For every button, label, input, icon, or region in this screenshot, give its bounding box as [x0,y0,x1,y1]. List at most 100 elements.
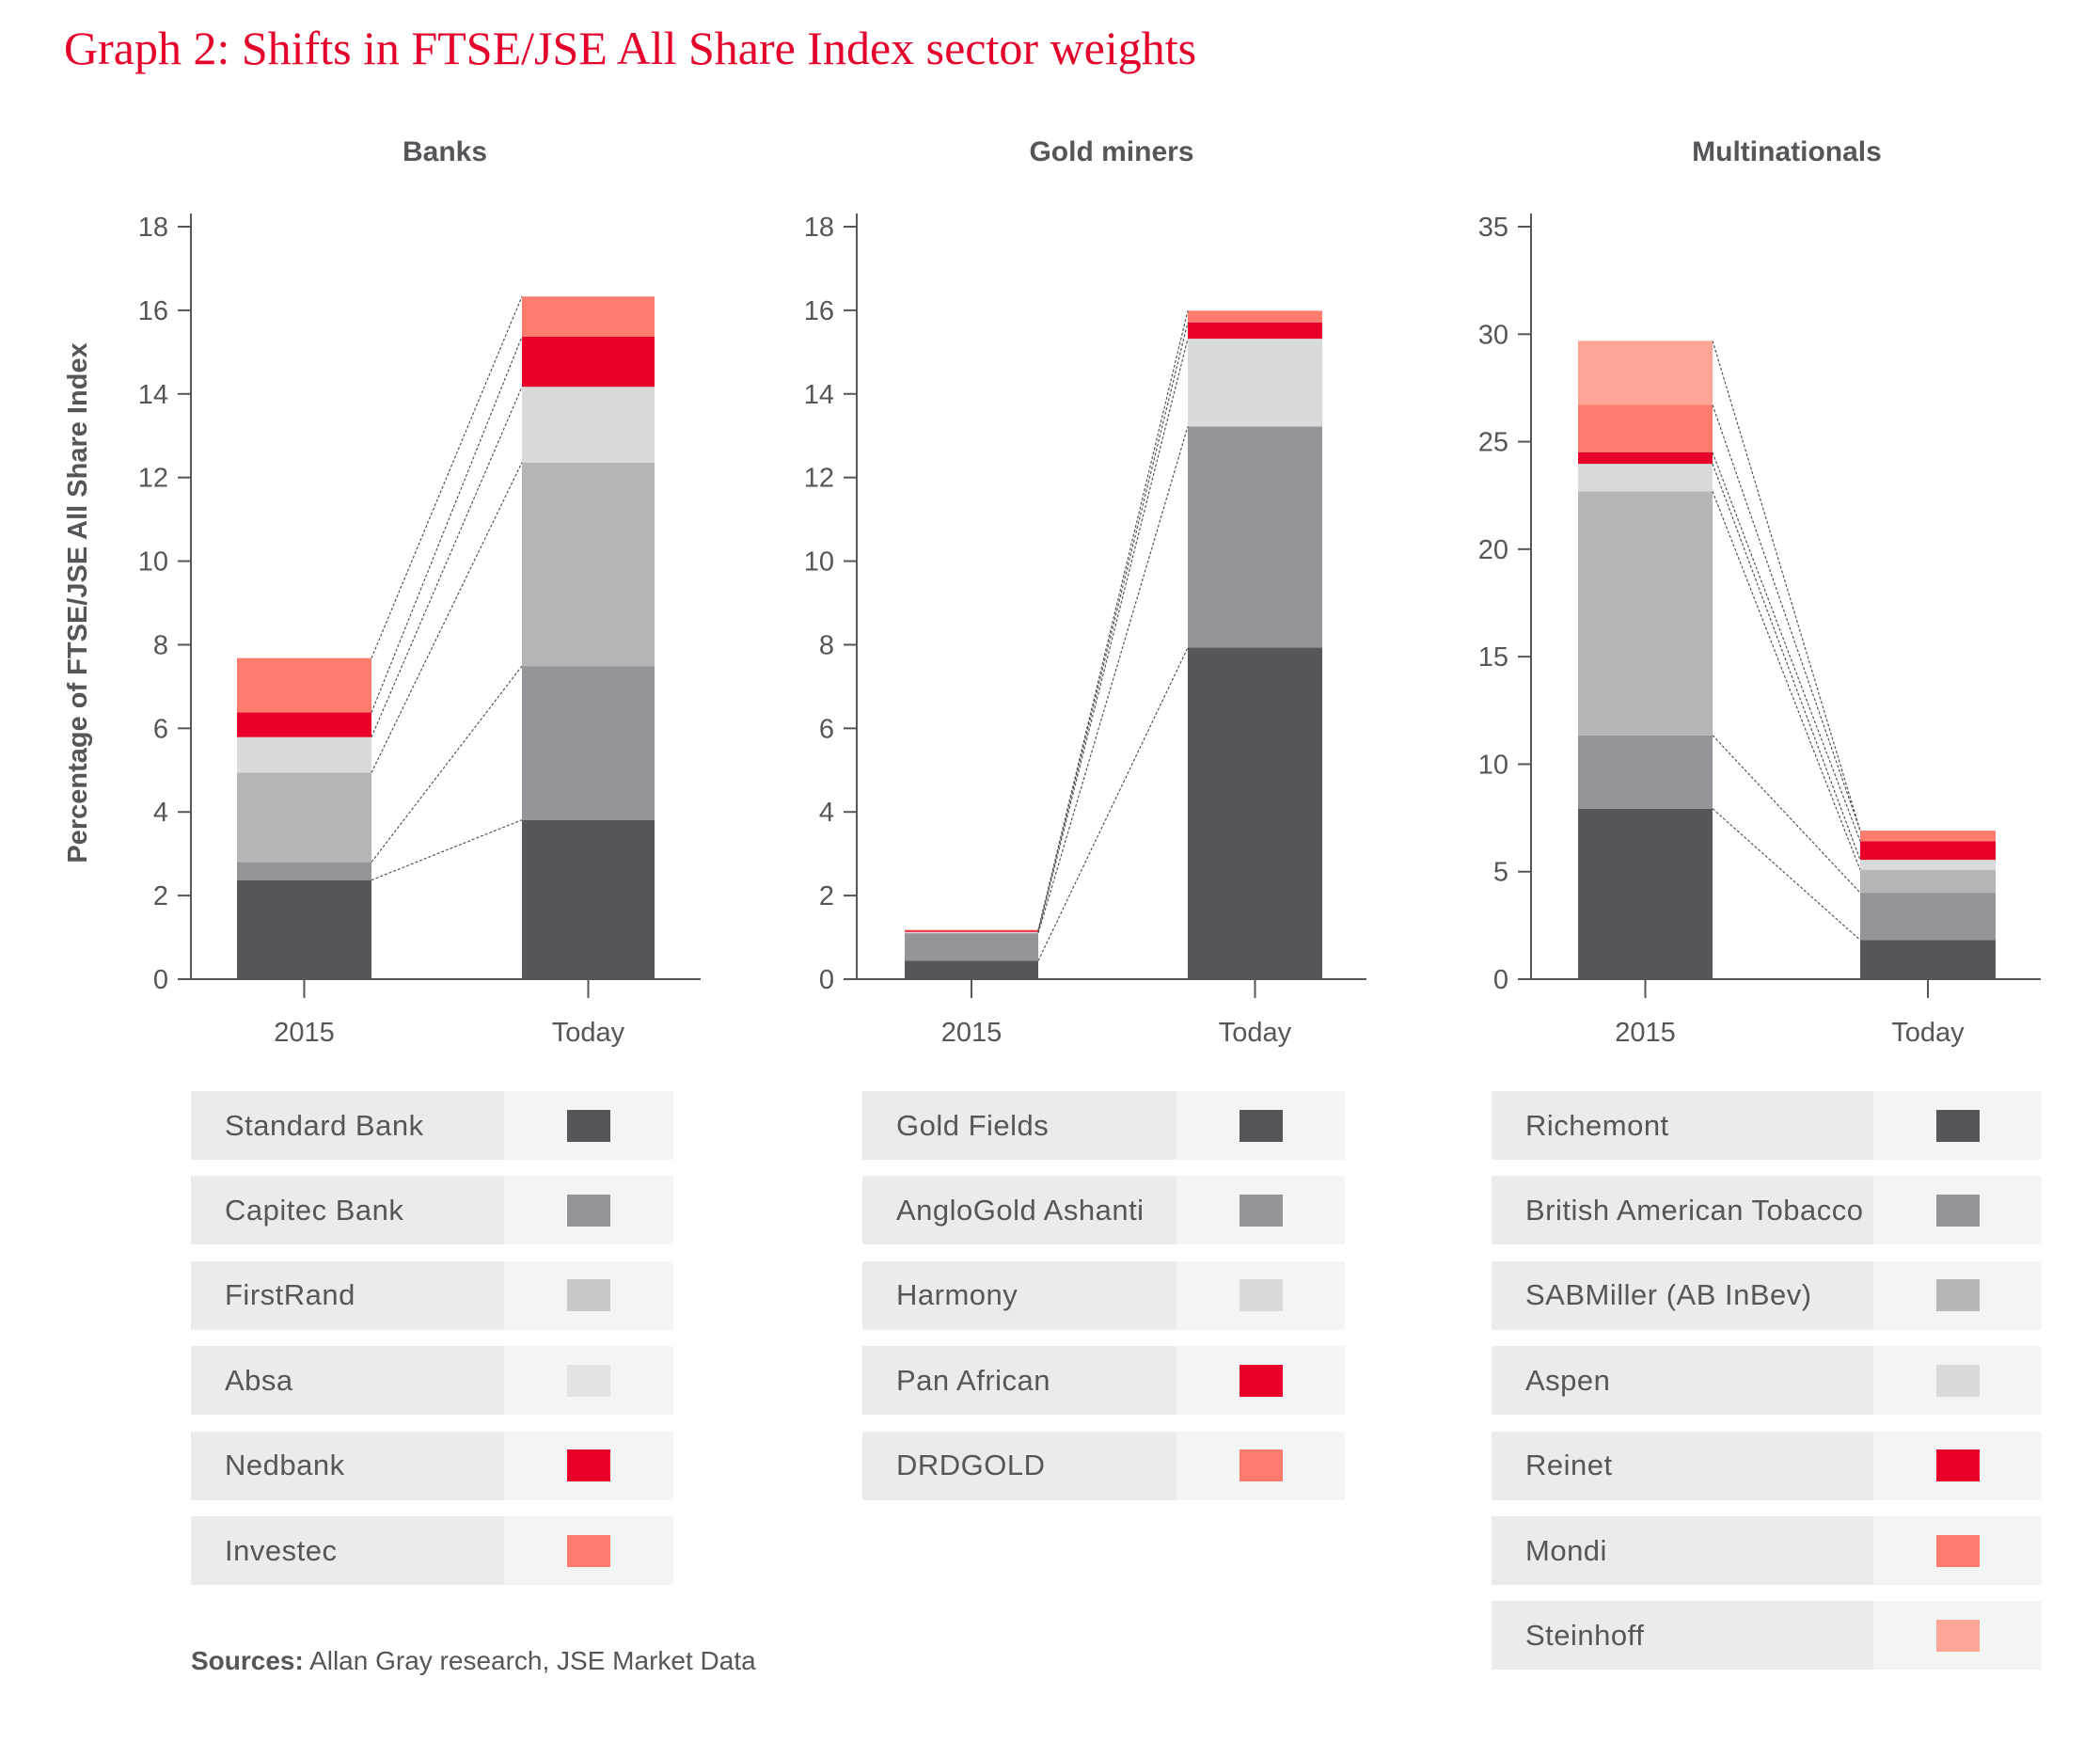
legend-swatch [1935,1194,1980,1227]
legend-item: Aspen [1492,1346,2042,1416]
connector-line [371,665,523,863]
bar-segment-sabmiller-ab-inbev- [1578,491,1713,736]
bar-segment-nedbank [522,336,655,388]
x-tick-label: Today [1891,1018,1965,1048]
y-tick-label: 18 [804,213,834,243]
bar-segment-absa [522,387,655,463]
legend-label: DRDGOLD [862,1431,1176,1500]
y-tick-label: 20 [1478,535,1508,565]
legend-swatch-cell [1176,1260,1345,1330]
bar-segment-british-american-tobacco [1578,735,1713,809]
bar-segment-richemont [1860,940,1996,979]
bar-segment-gold-fields [1188,647,1322,979]
y-tick-label: 8 [819,630,834,660]
legend-label: Standard Bank [191,1091,504,1160]
legend-swatch-cell [1176,1091,1345,1160]
x-tick-label: 2015 [941,1018,1003,1048]
legend-swatch-cell [1873,1601,2042,1671]
connector-line [1037,338,1189,932]
bar-segment-aspen [1860,860,1996,870]
y-tick-label: 2 [153,881,168,911]
legend-label: Pan African [862,1346,1176,1416]
bar-segment-anglogold-ashanti [1188,426,1322,648]
legend-item: Richemont [1492,1091,2042,1160]
legend-swatch-cell [504,1346,673,1416]
y-tick-label: 6 [819,714,834,744]
legend-label: Richemont [1492,1091,1873,1160]
bar-segment-standard-bank [522,819,655,979]
legend-swatch [1935,1449,1980,1482]
legend-item: FirstRand [191,1260,673,1330]
connector-line [371,386,523,737]
legend-swatch [1239,1109,1283,1142]
bar-segment-steinhoff [1578,340,1713,405]
legend-swatch-cell [1873,1516,2042,1585]
legend-swatch-cell [504,1516,673,1585]
legend-label: AngloGold Ashanti [862,1176,1176,1245]
y-tick-label: 16 [138,296,168,326]
connector-line [1712,808,1861,941]
x-tick-label: Today [1219,1018,1292,1048]
bar-segment-pan-african [1188,322,1322,340]
legend-label: Gold Fields [862,1091,1176,1160]
connector-line [1712,451,1861,842]
legend-label: FirstRand [191,1260,504,1330]
y-tick-label: 18 [138,213,168,243]
bar-segment-sabmiller-ab-inbev- [1860,869,1996,894]
legend-swatch-cell [504,1091,673,1160]
legend-item: Standard Bank [191,1091,673,1160]
bar-segment-nedbank [237,712,371,737]
y-tick-label: 4 [819,798,834,828]
bar-segment-reinet [1860,841,1996,861]
connector-line [1037,647,1189,961]
bar-segment-british-american-tobacco [1860,893,1996,941]
y-tick-label: 35 [1478,213,1508,243]
y-tick-label: 2 [819,881,834,911]
bar-segment-richemont [1578,808,1713,979]
connector-line [371,462,523,773]
legend-swatch [1239,1279,1283,1312]
legend-swatch [567,1364,610,1397]
bar-segment-mondi [1860,831,1996,842]
legend-item: Capitec Bank [191,1176,673,1245]
bar-segment-harmony [905,931,1038,934]
sources-label: Sources: [191,1646,304,1675]
legend-swatch [567,1449,610,1482]
y-tick-label: 4 [153,798,168,828]
connector-line [1712,735,1861,894]
legend-label: Aspen [1492,1346,1873,1416]
y-tick-label: 12 [138,464,168,494]
legend-swatch [567,1109,610,1142]
legend-label: Investec [191,1516,504,1585]
connector-line [1037,310,1189,930]
bar-segment-harmony [1188,339,1322,427]
connector-line [371,295,523,658]
y-tick-label: 16 [804,296,834,326]
legend-swatch [1935,1619,1980,1652]
legend-swatch-cell [504,1260,673,1330]
y-tick-label: 10 [804,547,834,578]
legend-swatch [567,1534,610,1567]
legend-swatch [1239,1194,1283,1227]
bar-segment-absa [237,736,371,773]
legend-swatch [1935,1279,1980,1312]
legend-item: Pan African [862,1346,1345,1416]
legend-swatch [1935,1534,1980,1567]
y-tick-label: 10 [1478,750,1508,780]
legend-swatch [1935,1364,1980,1397]
legend-swatch-cell [1176,1176,1345,1245]
bar-segment-capitec-bank [522,666,655,820]
legend-swatch-cell [504,1431,673,1500]
legend-label: Nedbank [191,1431,504,1500]
legend-swatch [1239,1364,1283,1397]
legend-label: Reinet [1492,1431,1873,1500]
legend-swatch-cell [1176,1346,1345,1416]
y-tick-label: 0 [1493,965,1508,995]
legend-swatch-cell [1873,1431,2042,1500]
bar-segment-aspen [1578,464,1713,492]
bar-segment-anglogold-ashanti [905,933,1038,961]
legend-item: Mondi [1492,1516,2042,1585]
legend-label: SABMiller (AB InBev) [1492,1260,1873,1330]
y-tick-label: 12 [804,464,834,494]
